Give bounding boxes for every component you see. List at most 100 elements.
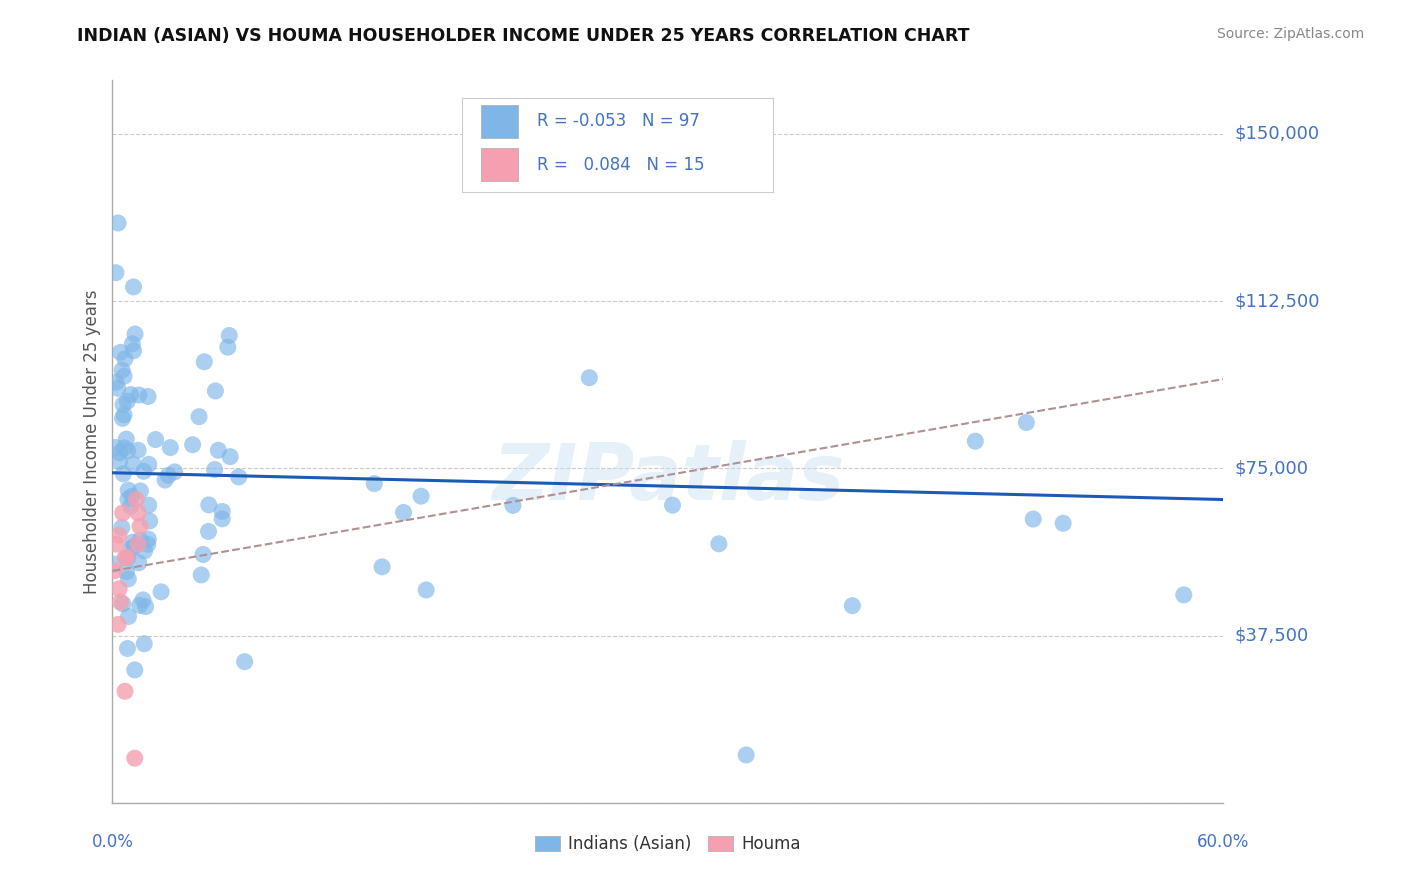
Point <box>735 747 758 762</box>
Point <box>197 524 219 539</box>
Text: ZIPatlas: ZIPatlas <box>492 440 844 516</box>
Point <box>112 467 135 481</box>
Point <box>207 443 229 458</box>
Point <box>117 483 139 497</box>
Point <box>108 582 131 596</box>
Point <box>217 340 239 354</box>
Point <box>111 411 134 425</box>
Point <box>108 528 131 542</box>
Point <box>1022 512 1045 526</box>
Point <box>110 345 132 359</box>
Point <box>104 266 127 280</box>
Point <box>363 476 385 491</box>
Point <box>134 544 156 558</box>
Point <box>121 535 143 549</box>
Point <box>233 655 256 669</box>
Point <box>841 599 863 613</box>
Point <box>124 326 146 341</box>
Point <box>128 556 150 570</box>
Point <box>120 499 142 513</box>
Point <box>103 564 125 578</box>
Point <box>108 455 131 469</box>
Point <box>181 438 204 452</box>
Point <box>103 558 125 572</box>
Point <box>132 464 155 478</box>
Point <box>138 498 160 512</box>
Point <box>111 506 134 520</box>
Point <box>114 550 136 565</box>
Point <box>138 514 160 528</box>
Text: $112,500: $112,500 <box>1234 292 1320 310</box>
Point <box>112 369 135 384</box>
Point <box>104 441 127 455</box>
Point <box>153 473 176 487</box>
Text: 60.0%: 60.0% <box>1197 833 1250 851</box>
Point <box>228 470 250 484</box>
Point <box>128 599 150 613</box>
Point <box>204 384 226 398</box>
Point <box>105 537 128 551</box>
Point <box>127 537 149 551</box>
Point <box>219 450 242 464</box>
Point <box>108 445 131 459</box>
Point <box>117 550 139 565</box>
Legend: Indians (Asian), Houma: Indians (Asian), Houma <box>529 828 807 860</box>
Point <box>107 617 129 632</box>
Point <box>138 457 160 471</box>
Point <box>188 409 211 424</box>
Point <box>112 397 135 411</box>
Point <box>157 468 180 483</box>
Point <box>415 582 437 597</box>
Point <box>191 548 214 562</box>
Point <box>121 336 143 351</box>
Text: $37,500: $37,500 <box>1234 626 1309 645</box>
Text: INDIAN (ASIAN) VS HOUMA HOUSEHOLDER INCOME UNDER 25 YEARS CORRELATION CHART: INDIAN (ASIAN) VS HOUMA HOUSEHOLDER INCO… <box>77 27 970 45</box>
Point <box>159 441 181 455</box>
Text: 0.0%: 0.0% <box>91 833 134 851</box>
Point <box>135 599 157 614</box>
Point <box>1052 516 1074 531</box>
Point <box>115 550 138 565</box>
Point <box>112 408 135 422</box>
Point <box>129 519 152 533</box>
Point <box>163 465 186 479</box>
Point <box>661 498 683 512</box>
Point <box>578 370 600 384</box>
Point <box>122 280 145 294</box>
Point <box>128 388 150 402</box>
Point <box>211 504 233 518</box>
Point <box>121 489 143 503</box>
Point <box>127 506 149 520</box>
Point <box>150 584 173 599</box>
Point <box>117 572 139 586</box>
Point <box>105 376 128 390</box>
Point <box>115 565 138 579</box>
Point <box>107 381 129 395</box>
Point <box>136 389 159 403</box>
Point <box>502 499 524 513</box>
Text: $75,000: $75,000 <box>1234 459 1309 477</box>
Point <box>371 560 394 574</box>
Point <box>117 394 139 409</box>
Point <box>110 595 132 609</box>
Point <box>111 363 134 377</box>
Point <box>107 216 129 230</box>
Point <box>117 492 139 507</box>
Point <box>111 597 134 611</box>
Point <box>129 533 152 547</box>
Point <box>127 443 149 458</box>
Point <box>115 432 138 446</box>
Point <box>392 505 415 519</box>
Point <box>136 532 159 546</box>
Point <box>114 684 136 698</box>
Y-axis label: Householder Income Under 25 years: Householder Income Under 25 years <box>83 289 101 594</box>
Point <box>190 568 212 582</box>
Point <box>1015 416 1038 430</box>
Point <box>132 593 155 607</box>
Point <box>211 512 233 526</box>
Point <box>122 457 145 471</box>
Point <box>120 387 142 401</box>
Point <box>134 637 156 651</box>
Point <box>120 541 142 556</box>
Point <box>198 498 221 512</box>
